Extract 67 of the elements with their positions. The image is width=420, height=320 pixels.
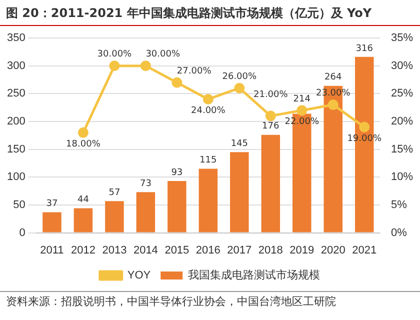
chart-title: 图 20：2011-2021 年中国集成电路测试市场规模（亿元）及 YoY [0,0,420,26]
x-tick-label: 2015 [164,244,190,256]
x-tick-label: 2014 [133,244,158,256]
point [265,110,276,122]
point [109,60,120,72]
data-label: 37 [46,199,58,210]
point [234,82,245,94]
data-label: 93 [171,168,183,178]
y2-tick-label: 20% [390,116,414,128]
y-tick-label: 100 [6,171,26,184]
data-label: 26.00% [222,72,258,82]
bar [198,168,218,232]
y2-tick-label: 35% [390,32,414,44]
y-tick-label: 0 [19,226,26,239]
x-tick-label: 2019 [290,244,314,256]
y2-tick-label: 0% [390,226,408,239]
x-tick-label: 2011 [40,244,64,256]
bar [261,134,280,232]
x-tick-label: 2013 [102,244,127,256]
bar [42,212,62,232]
data-label: 30.00% [146,50,180,60]
y2-tick-label: 30% [390,60,414,72]
point [328,100,338,110]
x-tick-label: 2016 [196,244,220,256]
x-tick-label: 2017 [227,244,252,256]
data-label: 264 [324,72,342,83]
y-tick-label: 250 [6,88,26,100]
bar [74,208,93,232]
y2-tick-label: 5% [390,199,408,212]
text: 资料来源：招股说明书，中国半导体行业协会，中国台湾地区工研院 [0,291,420,311]
bar [105,201,124,232]
data-label: 115 [200,156,217,166]
y-tick-label: 50 [13,199,26,212]
y-tick-label: 350 [6,32,26,44]
point [296,105,308,116]
data-label: 176 [262,122,280,132]
data-label: 145 [230,138,248,149]
data-label: 73 [140,179,152,190]
bar [230,152,249,232]
y-tick-label: 300 [6,60,26,72]
data-label: 27.00% [176,66,212,76]
y2-tick-label: 25% [390,88,414,100]
point [202,94,214,104]
y2-tick-label: 10% [390,171,414,184]
data-label: 316 [356,44,374,54]
data-label: 57 [108,188,120,198]
y-tick-label: 200 [6,116,26,128]
bar [168,181,186,232]
data-label: 21.00% [253,90,288,100]
y2-tick-label: 15% [390,143,414,156]
point [172,77,182,88]
data-label: 30.00% [97,50,132,60]
data-label: 24.00% [191,106,226,116]
x-tick-label: 2012 [70,244,96,256]
point [140,60,151,72]
x-tick-label: 2020 [320,244,346,256]
bar [136,192,156,232]
point [359,122,370,132]
legend-label: YOY [127,270,152,282]
data-label: 214 [293,94,311,105]
x-tick-label: 2018 [258,244,283,256]
data-label: 18.00% [66,139,101,150]
legend-label: 我国集成电路测试市场规模 [188,268,320,282]
y-tick-label: 150 [6,143,26,156]
point [78,127,88,138]
data-label: 44 [77,195,90,206]
x-tick-label: 2021 [352,244,377,256]
